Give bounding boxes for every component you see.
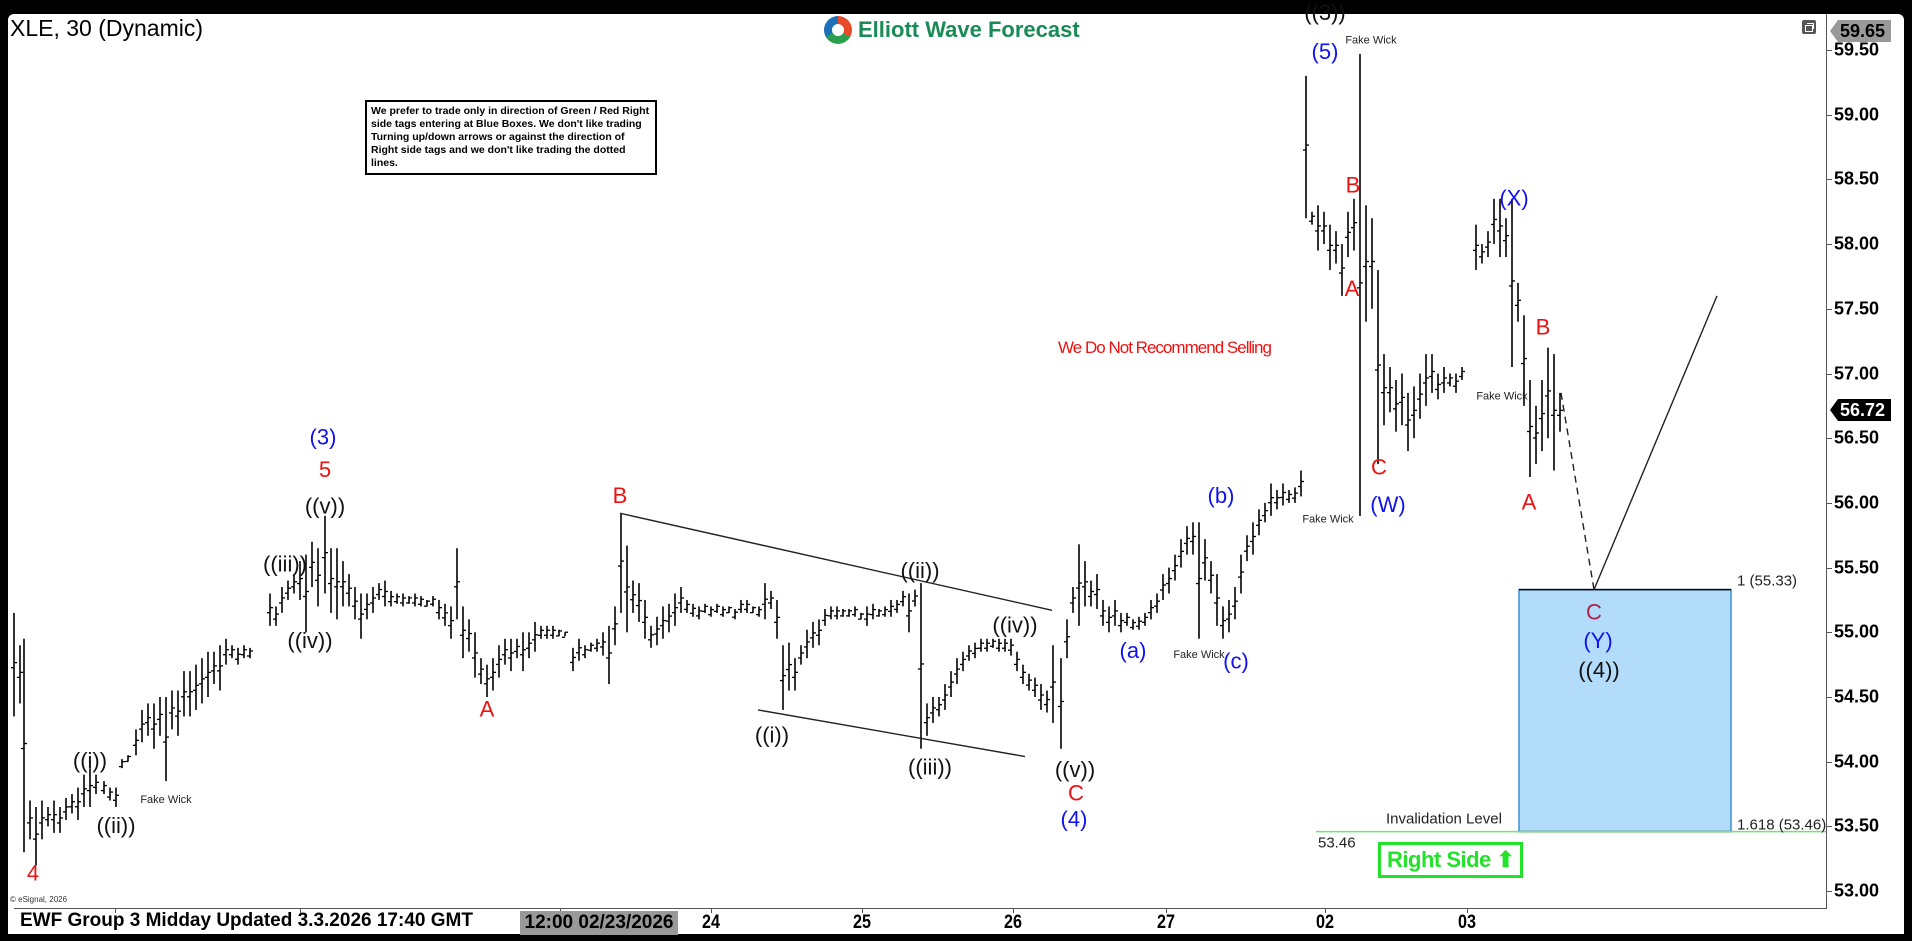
time-tick-label: 25: [853, 912, 871, 933]
wave-label: ((3)): [1304, 0, 1346, 25]
restore-window-icon[interactable]: [1802, 20, 1816, 34]
wave-label: (X): [1499, 185, 1528, 210]
wave-label: (3): [310, 425, 337, 450]
trendline: [1593, 295, 1718, 590]
wave-label: B: [1346, 172, 1361, 197]
price-tick-label: 53.00: [1834, 880, 1880, 901]
wave-label: A: [1522, 489, 1537, 514]
wave-label: ((v)): [1055, 757, 1095, 782]
wave-label: ((i)): [755, 722, 789, 747]
time-axis: [14, 908, 1826, 909]
price-tick-label: 57.00: [1834, 363, 1880, 383]
price-tick-label: 53.50: [1834, 815, 1880, 836]
wave-label: (b): [1208, 483, 1235, 508]
price-tick-label: 54.50: [1834, 686, 1880, 707]
copyright: © eSignal, 2026: [10, 895, 68, 904]
invalidation-label: Invalidation Level: [1386, 811, 1502, 828]
wave-label: ((ii)): [96, 813, 135, 838]
wave-label: (a): [1120, 638, 1147, 663]
price-axis: [1826, 14, 1827, 909]
wave-label: C: [1371, 454, 1387, 479]
time-tick-label: 27: [1157, 912, 1175, 933]
blue-box-zone: [1518, 588, 1732, 833]
wave-label: ((iii)): [263, 551, 307, 576]
wave-label: C: [1586, 599, 1602, 624]
wave-label: ((iii)): [908, 755, 952, 780]
wave-label: ((iv)): [287, 628, 332, 653]
wave-label: (c): [1223, 649, 1249, 674]
wave-label: 5: [319, 457, 331, 482]
price-tick-label: 56.00: [1834, 492, 1880, 513]
price-tick-label: 55.50: [1834, 557, 1880, 578]
wave-label: ((v)): [305, 493, 345, 518]
arrow-up-icon: ⬆: [1496, 847, 1515, 872]
trendline: [619, 512, 1053, 611]
high-price-flag: 59.65: [1830, 20, 1892, 42]
fake-wick-label: Fake Wick: [1345, 35, 1397, 47]
price-tick-label: 56.50: [1834, 427, 1880, 448]
time-tick-label: 02: [1316, 912, 1334, 933]
last-price-flag: 56.72: [1830, 399, 1892, 421]
price-tick-label: 58.00: [1834, 233, 1880, 254]
wave-label: B: [1536, 315, 1551, 340]
fake-wick-label: Fake Wick: [140, 794, 192, 806]
wave-label: (5): [1312, 39, 1339, 64]
fake-wick-label: Fake Wick: [1173, 649, 1225, 661]
wave-label: B: [613, 483, 628, 508]
price-tick-label: 59.50: [1834, 39, 1880, 60]
right-side-label: Right Side: [1387, 847, 1491, 872]
wave-label: (W): [1370, 492, 1405, 517]
wave-label: ((ii)): [900, 558, 939, 583]
price-tick-label: 54.00: [1834, 751, 1880, 772]
trading-note: We prefer to trade only in direction of …: [365, 100, 657, 175]
price-tick-label: 55.00: [1834, 621, 1880, 642]
recommendation-text: We Do Not Recommend Selling: [1058, 338, 1272, 357]
right-side-tag: Right Side ⬆: [1378, 842, 1524, 878]
fake-wick-label: Fake Wick: [1302, 513, 1354, 525]
wave-label: C: [1068, 781, 1084, 806]
time-tick-label: 24: [702, 912, 720, 933]
fib-top-label: 1 (55.33): [1737, 573, 1797, 590]
wave-label: (4): [1061, 806, 1088, 831]
price-tick-label: 57.50: [1834, 298, 1880, 319]
chart-title: XLE, 30 (Dynamic): [10, 15, 204, 41]
trendline: [1560, 392, 1595, 590]
wave-label: A: [1345, 276, 1360, 301]
invalidation-value: 53.46: [1318, 835, 1356, 852]
fib-bottom-label: 1.618 (53.46): [1737, 817, 1826, 834]
trendline: [757, 709, 1026, 758]
time-tick-label: 26: [1004, 912, 1022, 933]
wave-label: 4: [27, 861, 39, 886]
fake-wick-label: Fake Wick: [1476, 390, 1528, 402]
logo-icon: [824, 16, 852, 44]
time-tick-label: 03: [1458, 912, 1476, 933]
brand-logo: Elliott Wave Forecast: [824, 16, 1080, 44]
update-footer: EWF Group 3 Midday Updated 3.3.2026 17:4…: [20, 910, 473, 931]
brand-name: Elliott Wave Forecast: [858, 17, 1080, 42]
wave-label: (Y): [1583, 628, 1612, 653]
crosshair-date: 12:00 02/23/2026: [520, 911, 678, 935]
price-tick-label: 59.00: [1834, 104, 1880, 125]
wave-label: ((4)): [1578, 658, 1620, 683]
price-tick-label: 58.50: [1834, 168, 1880, 189]
wave-label: A: [480, 696, 495, 721]
wave-label: ((iv)): [992, 612, 1037, 637]
wave-label: ((i)): [73, 748, 107, 773]
